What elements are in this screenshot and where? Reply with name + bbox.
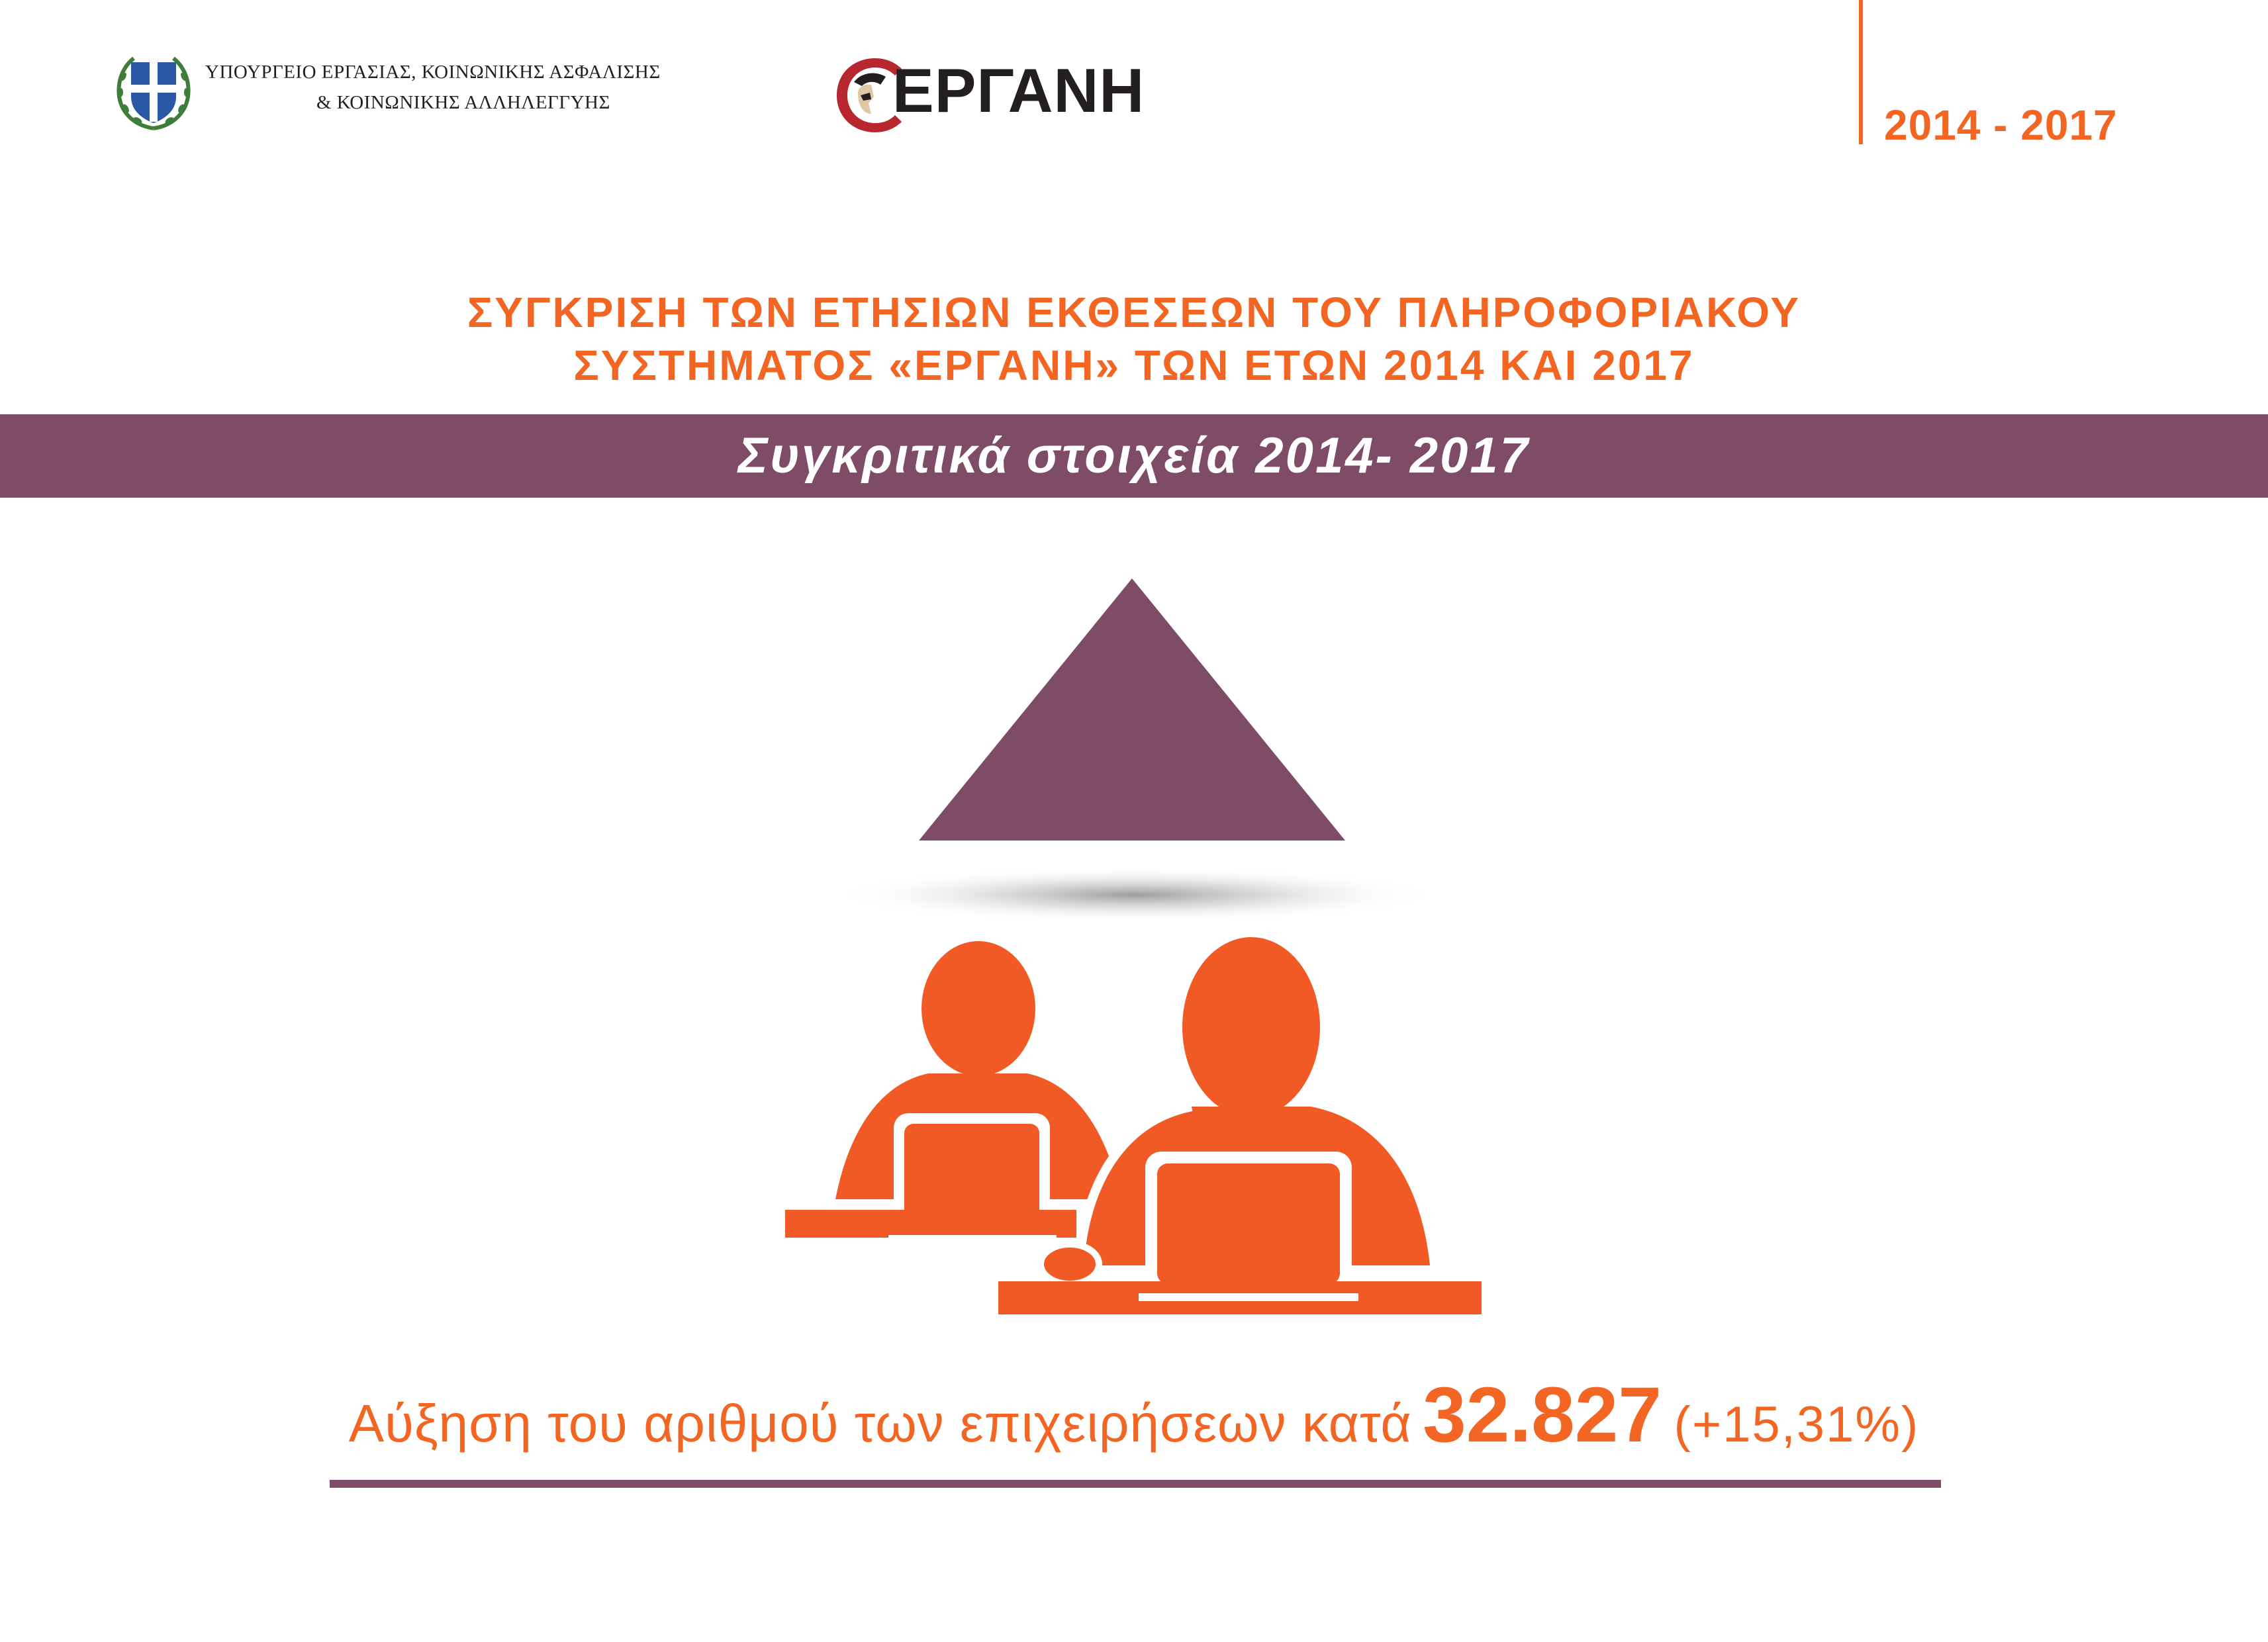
illustration (0, 569, 2268, 1337)
ministry-name: ΥΠΟΥΡΓΕΙΟ ΕΡΓΑΣΙΑΣ, ΚΟΙΝΩΝΙΚΗΣ ΑΣΦΑΛΙΣΗΣ… (205, 57, 801, 118)
ministry-name-line1: ΥΠΟΥΡΓΕΙΟ ΕΡΓΑΣΙΑΣ, ΚΟΙΝΩΝΙΚΗΣ ΑΣΦΑΛΙΣΗΣ (205, 62, 661, 83)
ministry-name-line2: & ΚΟΙΝΩΝΙΚΗΣ ΑΛΛΗΛΕΓΓΥΗΣ (316, 92, 610, 113)
stat-line: Αύξηση του αριθμού των επιχειρήσεων κατά… (0, 1370, 2268, 1460)
people-at-laptops-icon (785, 937, 1482, 1314)
stat-value: 32.827 (1423, 1371, 1662, 1459)
stat-change: (+15,31%) (1674, 1396, 1920, 1453)
triangle-shadow (830, 867, 1439, 923)
stat-underline (330, 1480, 1941, 1488)
section-band: Συγκριτικά στοιχεία 2014- 2017 (0, 414, 2268, 498)
years-range: 2014 - 2017 (1884, 101, 2118, 149)
ergani-logo-text: ΕΡΓΑΝΗ (892, 56, 1145, 125)
greek-coat-of-arms-icon (114, 50, 193, 132)
section-band-label: Συγκριτικά στοιχεία 2014- 2017 (738, 428, 1530, 484)
header-divider (1859, 0, 1863, 144)
ergani-logo: ΕΡΓΑΝΗ (831, 53, 1144, 139)
page-title-line1: ΣΥΓΚΡΙΣΗ ΤΩΝ ΕΤΗΣΙΩΝ ΕΚΘΕΣΕΩΝ ΤΟΥ ΠΛΗΡΟΦ… (467, 289, 1801, 336)
page-title-line2: ΣΥΣΤΗΜΑΤΟΣ «ΕΡΓΑΝΗ» ΤΩΝ ΕΤΩΝ 2014 ΚΑΙ 20… (573, 342, 1695, 389)
stat-description: Αύξηση του αριθμού των επιχειρήσεων κατά (348, 1394, 1412, 1453)
up-triangle-icon (919, 578, 1345, 841)
